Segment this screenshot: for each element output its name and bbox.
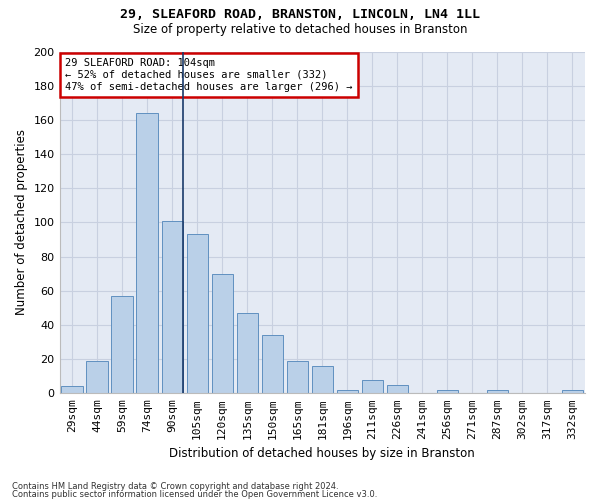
Bar [236,313,258,394]
Bar [187,234,208,394]
Bar [161,220,183,394]
Text: Contains HM Land Registry data © Crown copyright and database right 2024.: Contains HM Land Registry data © Crown c… [12,482,338,491]
Bar [112,296,133,394]
Text: Contains public sector information licensed under the Open Government Licence v3: Contains public sector information licen… [12,490,377,499]
Text: 29 SLEAFORD ROAD: 104sqm
← 52% of detached houses are smaller (332)
47% of semi-: 29 SLEAFORD ROAD: 104sqm ← 52% of detach… [65,58,352,92]
Bar [86,361,108,394]
Bar [337,390,358,394]
Bar [437,390,458,394]
X-axis label: Distribution of detached houses by size in Branston: Distribution of detached houses by size … [169,447,475,460]
Bar [362,380,383,394]
Bar [262,335,283,394]
Bar [487,390,508,394]
Text: Size of property relative to detached houses in Branston: Size of property relative to detached ho… [133,22,467,36]
Bar [287,361,308,394]
Bar [311,366,333,394]
Bar [136,113,158,394]
Bar [562,390,583,394]
Y-axis label: Number of detached properties: Number of detached properties [15,130,28,316]
Bar [61,386,83,394]
Text: 29, SLEAFORD ROAD, BRANSTON, LINCOLN, LN4 1LL: 29, SLEAFORD ROAD, BRANSTON, LINCOLN, LN… [120,8,480,20]
Bar [387,385,408,394]
Bar [212,274,233,394]
